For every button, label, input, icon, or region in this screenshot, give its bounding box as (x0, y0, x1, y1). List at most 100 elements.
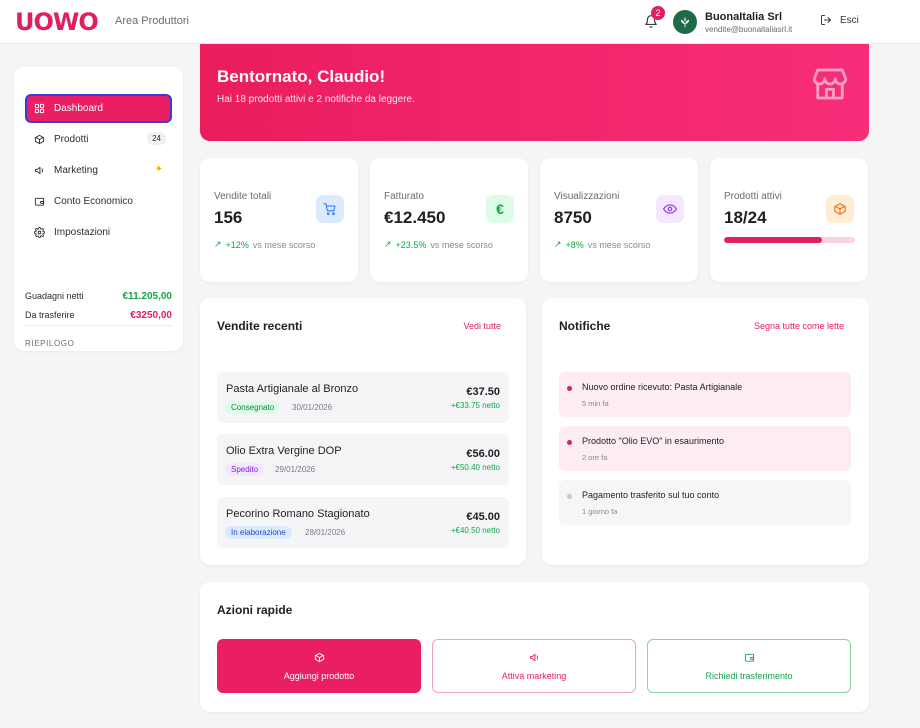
sidebar-item-dashboard[interactable]: Dashboard (25, 94, 172, 123)
summary-value: €11.205,00 (122, 291, 173, 302)
notification-item[interactable]: Prodotto "Olio EVO" in esaurimento 2 ore… (559, 426, 851, 471)
megaphone-icon (34, 165, 45, 176)
mark-all-read-link[interactable]: Segna tutte come lette (753, 321, 844, 331)
logout-icon (821, 15, 831, 25)
grid-icon (34, 103, 45, 114)
sale-row[interactable]: Pecorino Romano Stagionato In elaborazio… (217, 497, 509, 548)
trend-up-icon: ↗ (214, 239, 222, 249)
welcome-banner: Bentornato, Claudio! Hai 18 prodotti att… (200, 44, 869, 141)
euro-icon: € (486, 195, 514, 223)
button-label: Richiedi trasferimento (705, 670, 793, 681)
sale-row[interactable]: Pasta Artigianale al Bronzo Consegnato 3… (217, 372, 509, 423)
sale-product-name: Olio Extra Vergine DOP (226, 445, 342, 457)
button-label: Aggiungi prodotto (283, 670, 355, 681)
activate-marketing-button[interactable]: Attiva marketing (432, 639, 636, 693)
box-icon (34, 134, 45, 145)
request-transfer-button[interactable]: Richiedi trasferimento (647, 639, 851, 693)
sale-price: €56.00 (466, 448, 500, 460)
bell-icon (645, 15, 657, 28)
notifications-panel: Notifiche Segna tutte come lette Nuovo o… (542, 298, 869, 565)
sale-product-name: Pasta Artigianale al Bronzo (226, 383, 359, 395)
sidebar-item-conto-economico[interactable]: Conto Economico (25, 187, 172, 216)
stat-value: 18/24 (724, 208, 767, 227)
unread-dot (567, 440, 572, 445)
stat-card-views: Visualizzazioni 8750 ↗ +8% vs mese scors… (540, 158, 698, 282)
add-product-button[interactable]: Aggiungi prodotto (217, 639, 421, 693)
sale-product-name: Pecorino Romano Stagionato (226, 508, 370, 520)
stat-card-sales: Vendite totali 156 ↗ +12% vs mese scorso (200, 158, 358, 282)
notification-text: Prodotto "Olio EVO" in esaurimento (582, 436, 724, 446)
sale-date: 30/01/2026 (292, 403, 333, 412)
sidebar-item-label: Prodotti (54, 134, 89, 145)
view-all-link[interactable]: Vedi tutte (463, 321, 501, 331)
sidebar-item-label: Impostazioni (54, 227, 111, 238)
trend-up-icon: ↗ (384, 239, 392, 249)
stat-card-active-products: Prodotti attivi 18/24 (710, 158, 868, 282)
notification-item[interactable]: Pagamento trasferito sul tuo conto 1 gio… (559, 480, 851, 525)
trend-value: +8% (565, 239, 584, 250)
stat-label: Vendite totali (214, 191, 272, 202)
sidebar-item-prodotti[interactable]: Prodotti 24 (25, 125, 172, 154)
trend-up-icon: ↗ (554, 239, 562, 249)
notification-count-badge: 2 (651, 6, 665, 20)
trend-suffix: vs mese scorso (430, 239, 493, 250)
summary-label: Da trasferire (25, 310, 75, 320)
sidebar-divider (25, 325, 172, 326)
eye-icon (656, 195, 684, 223)
summary-title: RIEPILOGO (25, 339, 75, 348)
panel-title: Azioni rapide (217, 603, 293, 617)
sale-date: 29/01/2026 (275, 465, 316, 474)
store-icon (812, 68, 848, 100)
trend-value: +12% (225, 239, 249, 250)
summary-label: Guadagni netti (25, 291, 84, 301)
sidebar-item-marketing[interactable]: Marketing ✦ (25, 156, 172, 185)
megaphone-icon (529, 653, 538, 661)
top-bar: UOWO Area Produttori 2 BuonaItalia Srl v… (0, 0, 920, 44)
company-avatar[interactable] (673, 10, 697, 34)
wallet-icon (744, 653, 754, 662)
sidebar-item-label: Dashboard (54, 103, 103, 114)
notification-text: Pagamento trasferito sul tuo conto (582, 490, 720, 500)
summary-row-net-earnings: Guadagni netti €11.205,00 (25, 291, 173, 302)
sparkle-icon: ✦ (154, 164, 163, 175)
company-email: vendite@buonaitaliasrl.it (705, 25, 793, 34)
sidebar-item-impostazioni[interactable]: Impostazioni (25, 218, 172, 247)
logout-button[interactable]: Esci (820, 14, 859, 26)
cart-icon (316, 195, 344, 223)
notification-item[interactable]: Nuovo ordine ricevuto: Pasta Artigianale… (559, 372, 851, 417)
read-dot (567, 494, 572, 499)
stat-trend: ↗ +23.5% vs mese scorso (384, 239, 493, 250)
sidebar-item-label: Conto Economico (54, 196, 133, 207)
notification-time: 2 ore fa (582, 453, 608, 462)
sale-row[interactable]: Olio Extra Vergine DOP Spedito 29/01/202… (217, 434, 509, 485)
status-badge: Consegnato (225, 401, 281, 414)
box-icon (314, 652, 324, 662)
brand-logo[interactable]: UOWO (15, 8, 99, 36)
notification-text: Nuovo ordine ricevuto: Pasta Artigianale (582, 382, 743, 392)
notification-time: 5 min fa (582, 399, 609, 408)
trend-suffix: vs mese scorso (587, 239, 651, 250)
logout-label: Esci (840, 14, 859, 26)
panel-title: Notifiche (559, 319, 611, 333)
products-count-badge: 24 (147, 132, 166, 145)
notifications-button[interactable] (641, 11, 661, 31)
stat-label: Fatturato (384, 191, 425, 202)
stat-label: Visualizzazioni (554, 191, 620, 202)
leaf-icon (680, 16, 690, 28)
sidebar-item-label: Marketing (54, 165, 98, 176)
gear-icon (34, 227, 45, 238)
sale-price: €45.00 (466, 511, 500, 523)
stat-value: 8750 (554, 208, 592, 227)
stat-card-revenue: Fatturato €12.450 € ↗ +23.5% vs mese sco… (370, 158, 528, 282)
box-icon (826, 195, 854, 223)
sale-price: €37.50 (466, 386, 500, 398)
sale-date: 28/01/2026 (305, 528, 346, 537)
notification-time: 1 giorno fa (582, 507, 618, 516)
company-name: BuonaItalia Srl (705, 11, 783, 23)
progress-fill (724, 237, 823, 243)
summary-row-to-transfer: Da trasferire €3250,00 (25, 310, 172, 321)
stat-label: Prodotti attivi (724, 191, 782, 202)
unread-dot (567, 386, 572, 391)
panel-title: Vendite recenti (217, 319, 303, 333)
stat-trend: ↗ +12% vs mese scorso (214, 239, 315, 250)
